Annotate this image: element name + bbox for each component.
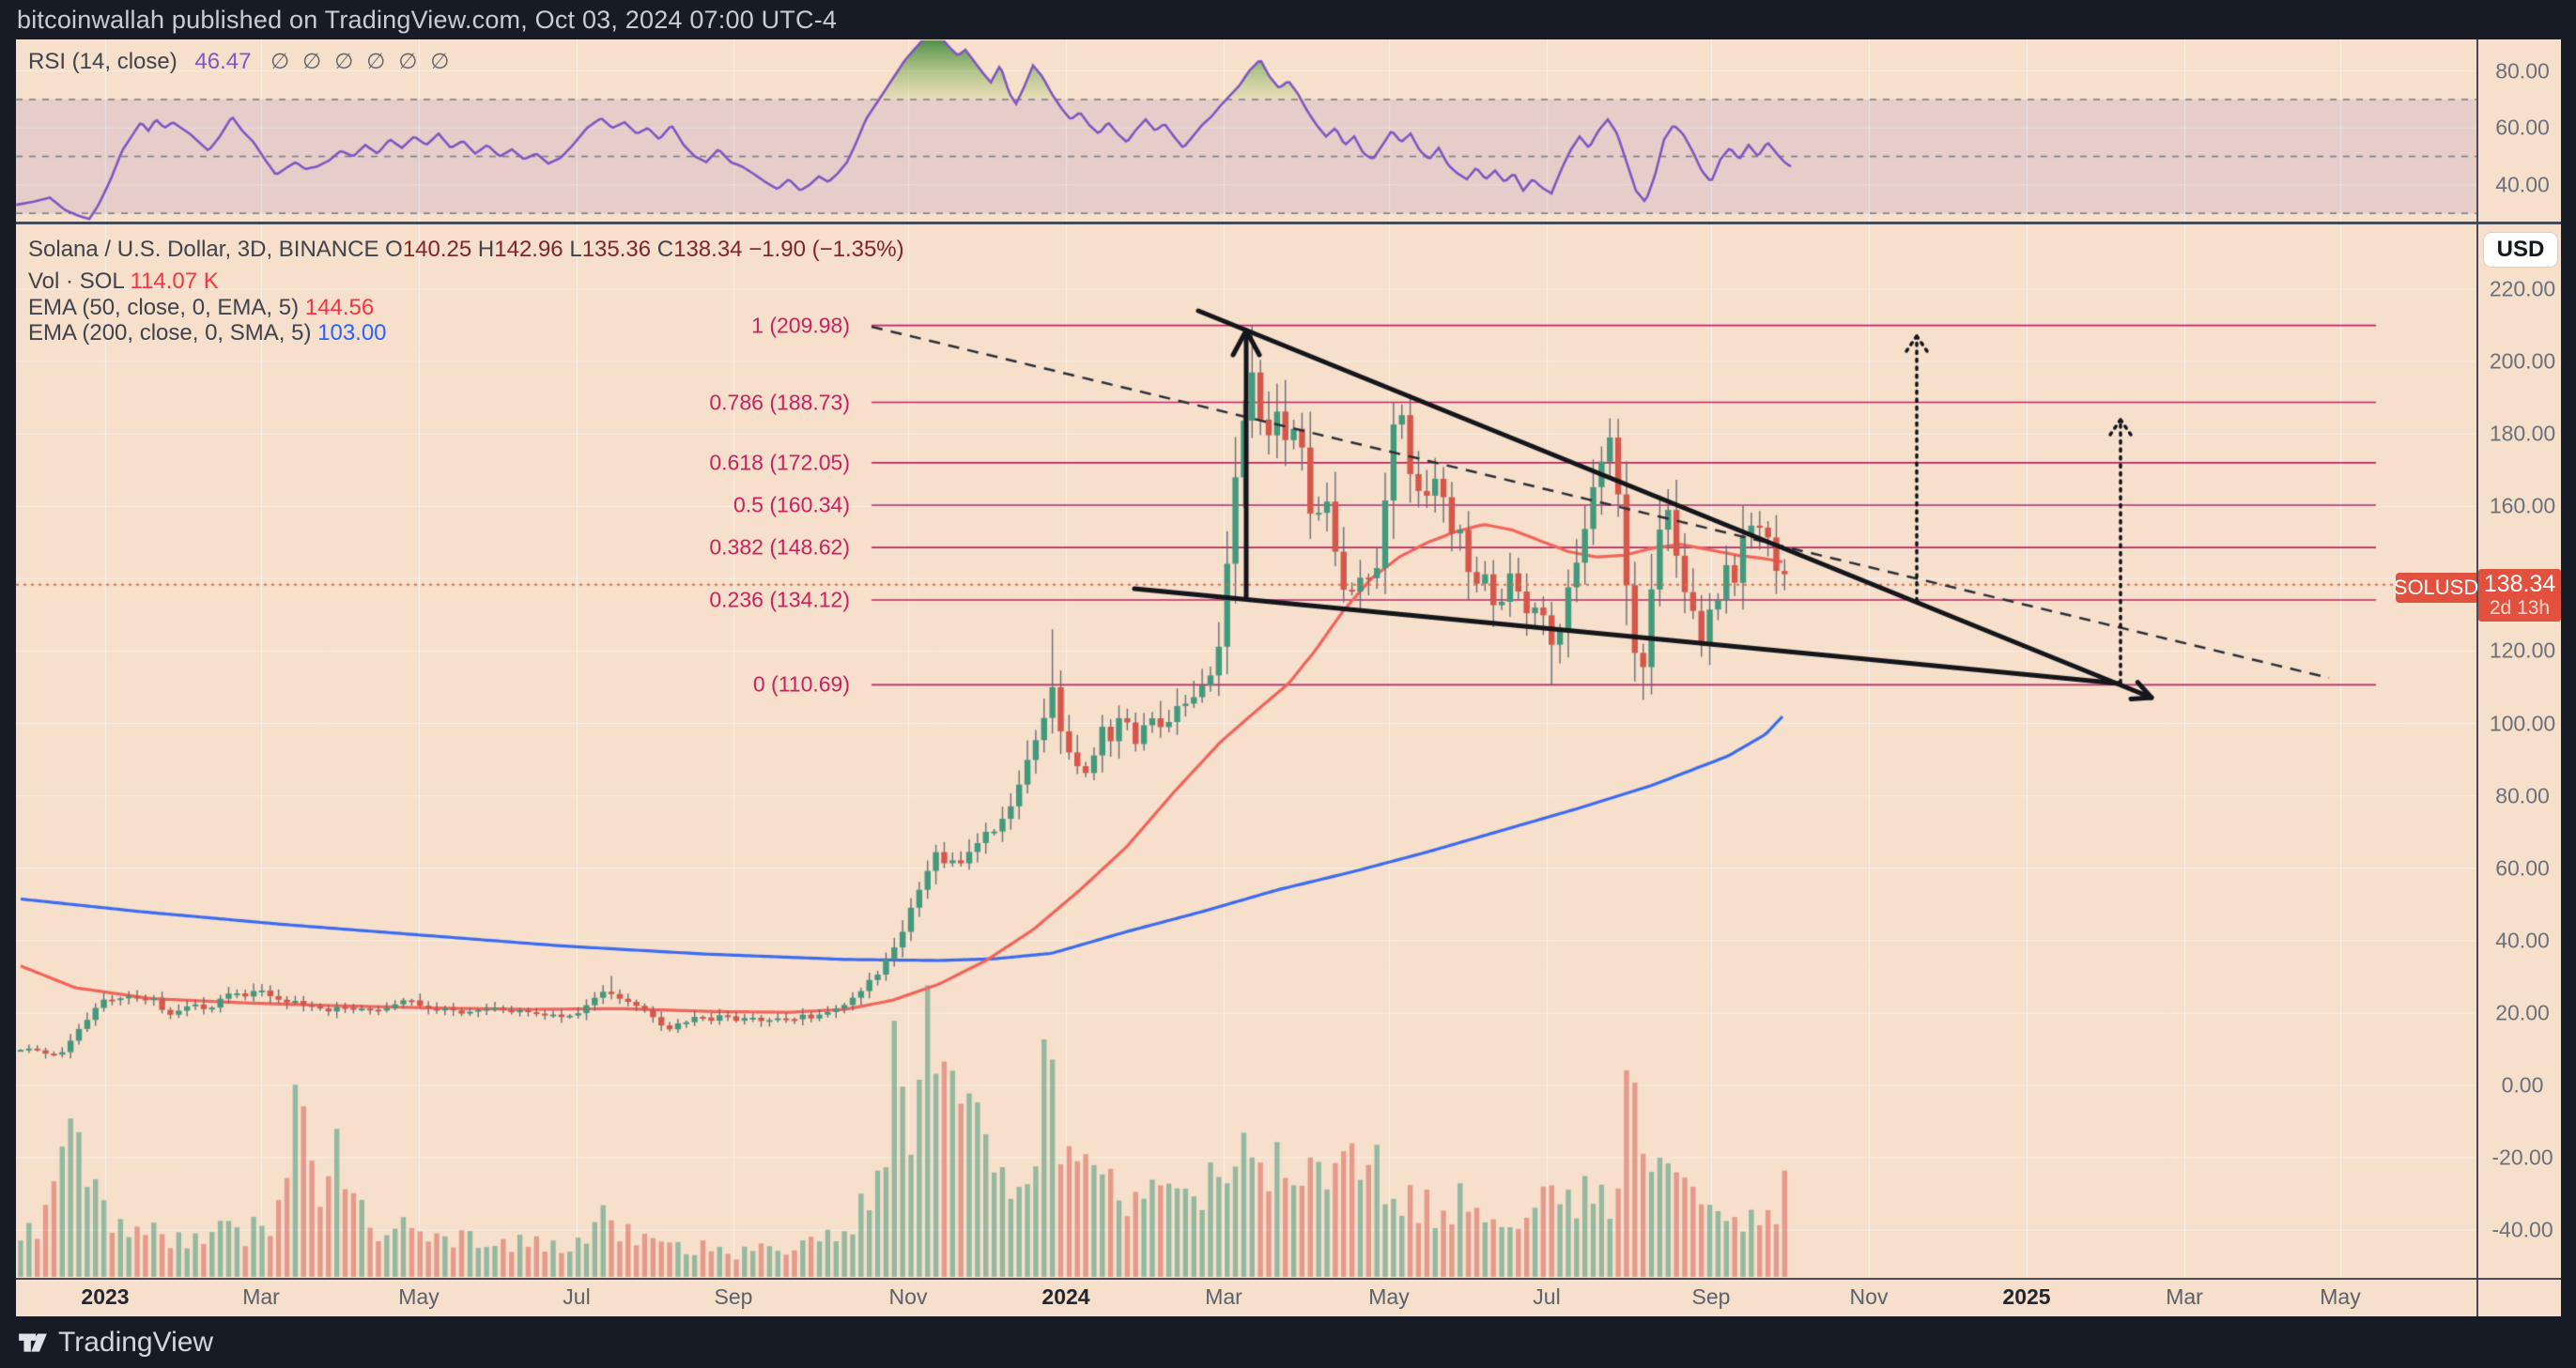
legend-segment: 103.00 <box>317 320 387 346</box>
legend-segment: 114.07 K <box>130 269 219 294</box>
rsi-axis-label: 60.00 <box>2495 115 2550 140</box>
time-axis-separator <box>16 1278 2561 1280</box>
legend-segment: L <box>569 237 582 262</box>
price-axis-border <box>2476 39 2478 1316</box>
hidden-series-icon[interactable]: ∅ <box>334 49 354 73</box>
time-axis-label: Nov <box>888 1284 928 1309</box>
fib-level-label: 0.786 (188.73) <box>709 390 850 415</box>
price-axis-label: 40.00 <box>2495 928 2550 953</box>
rsi-axis-label: 80.00 <box>2495 58 2550 84</box>
pane-separator[interactable] <box>16 222 2561 224</box>
tradingview-logo-icon <box>19 1332 47 1352</box>
price-axis-label: 60.00 <box>2495 855 2550 881</box>
currency-toggle-button[interactable]: USD <box>2484 233 2557 267</box>
price-axis-label: 160.00 <box>2489 493 2556 518</box>
price-axis-label: 100.00 <box>2489 711 2556 736</box>
time-axis-label: May <box>2320 1284 2361 1309</box>
legend-segment: 138.34 <box>673 237 749 262</box>
legend-segment: 135.36 <box>581 237 657 262</box>
time-axis-label: Jul <box>1533 1284 1561 1309</box>
price-axis-label: -20.00 <box>2491 1145 2553 1170</box>
rsi-legend-label: RSI (14, close) <box>28 49 177 74</box>
hidden-series-icon[interactable]: ∅ <box>430 49 450 73</box>
rsi-value: 46.47 <box>194 49 252 74</box>
legend-segment: H <box>477 237 495 262</box>
fib-level-label: 1 (209.98) <box>751 313 850 338</box>
price-axis-label: 180.00 <box>2489 421 2556 446</box>
fib-level-label: 0.236 (134.12) <box>709 587 850 612</box>
rsi-legend: RSI (14, close) 46.47 ∅ ∅ ∅ ∅ ∅ ∅ <box>28 49 449 75</box>
hidden-series-icon[interactable]: ∅ <box>302 49 322 73</box>
legend-segment: 140.25 <box>402 237 478 262</box>
time-axis-label: Mar <box>2166 1284 2203 1309</box>
price-axis-label: 0.00 <box>2501 1072 2544 1098</box>
time-axis-label: Mar <box>1205 1284 1242 1309</box>
bar-countdown: 2d 13h <box>2489 597 2551 619</box>
time-axis-label: Jul <box>563 1284 591 1309</box>
legend-segment: Vol · SOL <box>28 269 131 294</box>
fib-level-label: 0.382 (148.62) <box>709 534 850 560</box>
legend-segment: Solana / U.S. Dollar, 3D, BINANCE <box>28 237 386 262</box>
price-axis-label: 80.00 <box>2495 783 2550 808</box>
price-axis-label: 200.00 <box>2489 348 2556 374</box>
legend-segment: EMA (200, close, 0, SMA, 5) <box>28 320 318 346</box>
time-axis-label: Nov <box>1849 1284 1889 1309</box>
tradingview-link[interactable]: TradingView <box>17 1327 213 1359</box>
legend-segment: 142.96 <box>494 237 570 262</box>
price-axis-label: -40.00 <box>2491 1217 2553 1242</box>
legend-segment: O <box>385 237 403 262</box>
time-axis-label: 2024 <box>1041 1284 1090 1309</box>
fib-level-label: 0.5 (160.34) <box>733 492 850 517</box>
rsi-axis-label: 40.00 <box>2495 172 2550 197</box>
tradingview-wordmark: TradingView <box>58 1326 214 1358</box>
ema200-legend: EMA (200, close, 0, SMA, 5) 103.00 <box>28 320 387 346</box>
volume-legend: Vol · SOL 114.07 K <box>28 269 219 295</box>
time-axis-label: Mar <box>242 1284 280 1309</box>
hidden-series-icon[interactable]: ∅ <box>398 49 418 73</box>
footer-bar: TradingView <box>0 1316 2576 1368</box>
last-price-tag: 138.34 2d 13h <box>2478 569 2561 622</box>
legend-segment: 144.56 <box>304 295 375 320</box>
time-axis-label: Sep <box>714 1284 753 1309</box>
symbol-price-flag: SOLUSD <box>2394 573 2478 603</box>
fib-level-label: 0.618 (172.05) <box>709 450 850 475</box>
price-axis-label: 220.00 <box>2489 276 2556 301</box>
time-axis-label: May <box>398 1284 440 1309</box>
ema50-legend: EMA (50, close, 0, EMA, 5) 144.56 <box>28 295 374 321</box>
legend-segment: −1.90 (−1.35%) <box>748 237 904 262</box>
price-axis-label: 120.00 <box>2489 638 2556 663</box>
time-axis-label: 2023 <box>81 1284 130 1309</box>
time-axis-label: May <box>1368 1284 1410 1309</box>
hidden-series-icon[interactable]: ∅ <box>366 49 386 73</box>
hidden-series-icon[interactable]: ∅ <box>270 49 290 73</box>
last-price: 138.34 <box>2483 571 2556 597</box>
legend-segment: EMA (50, close, 0, EMA, 5) <box>28 295 305 320</box>
legend-segment: C <box>656 237 674 262</box>
time-axis-label: 2025 <box>2002 1284 2051 1309</box>
symbol-legend: Solana / U.S. Dollar, 3D, BINANCE O140.2… <box>28 237 904 263</box>
rsi-hidden-series-icons: ∅ ∅ ∅ ∅ ∅ ∅ <box>257 49 449 74</box>
fib-level-label: 0 (110.69) <box>752 671 850 697</box>
right-margin <box>2561 39 2576 1316</box>
time-axis-label: Sep <box>1691 1284 1731 1309</box>
price-axis-label: 20.00 <box>2495 1000 2550 1025</box>
